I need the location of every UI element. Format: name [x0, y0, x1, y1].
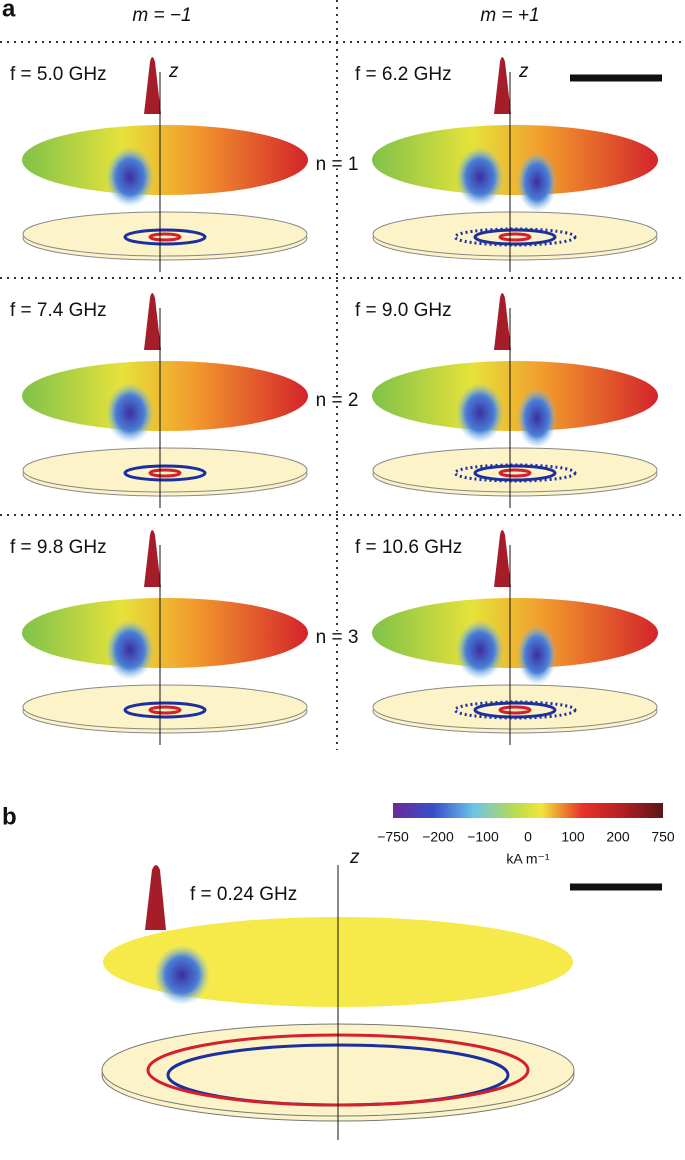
colorbar-tick: −100 [467, 829, 499, 845]
surface [22, 125, 308, 195]
colorbar-tick: 0 [524, 829, 532, 845]
orbit [473, 701, 557, 719]
frequency-label: f = 5.0 GHz [10, 64, 107, 85]
peak [144, 293, 161, 350]
colorbar-tick: −200 [422, 829, 454, 845]
axis-label: z [168, 61, 179, 82]
orbit [123, 464, 207, 482]
frequency-label: f = 9.0 GHz [355, 300, 452, 321]
orbit [498, 232, 532, 242]
orbit [148, 705, 182, 715]
frequency-label: f = 9.8 GHz [10, 537, 107, 558]
peak [494, 530, 511, 587]
peak [494, 293, 511, 350]
peak [145, 865, 166, 930]
axis-label: z [518, 61, 529, 82]
axis-label: z [349, 847, 360, 868]
orbit [473, 228, 557, 246]
orbit [123, 228, 207, 246]
panel-label: a [2, 0, 16, 22]
colorbar-tick: −750 [377, 829, 409, 845]
orbit [123, 701, 207, 719]
colorbar-tick: 100 [561, 829, 585, 845]
orbit [148, 232, 182, 242]
panel-label: b [2, 803, 17, 830]
dip [106, 147, 154, 207]
orbit [498, 468, 532, 478]
dip [106, 383, 154, 443]
frequency-label: f = 7.4 GHz [10, 300, 107, 321]
row-label: n = 1 [316, 154, 359, 175]
frequency-label: f = 6.2 GHz [355, 64, 452, 85]
surface [22, 598, 308, 668]
dip [106, 620, 154, 680]
colorbar-unit: kA m⁻¹ [506, 851, 550, 867]
dip [456, 383, 504, 443]
surface [372, 361, 658, 431]
peak [494, 57, 511, 114]
peak [144, 530, 161, 587]
frequency-label: f = 10.6 GHz [355, 537, 462, 558]
dip [456, 147, 504, 207]
dividers [0, 0, 685, 750]
orbit [148, 468, 182, 478]
dip [154, 945, 210, 1005]
colorbar-tick: 750 [651, 829, 675, 845]
orbit [498, 705, 532, 715]
dip [517, 388, 557, 448]
dip [456, 620, 504, 680]
column-header: m = +1 [480, 5, 539, 26]
colorbar-tick: 200 [606, 829, 630, 845]
colorbar [393, 803, 663, 818]
orbit [473, 464, 557, 482]
peak [144, 57, 161, 114]
row-label: n = 3 [316, 627, 359, 648]
column-header: m = −1 [132, 5, 191, 26]
dip [517, 625, 557, 685]
dip [517, 152, 557, 212]
frequency-label: f = 0.24 GHz [190, 884, 297, 905]
surface [372, 125, 658, 195]
row-label: n = 2 [316, 390, 359, 411]
surface [372, 598, 658, 668]
surface [22, 361, 308, 431]
